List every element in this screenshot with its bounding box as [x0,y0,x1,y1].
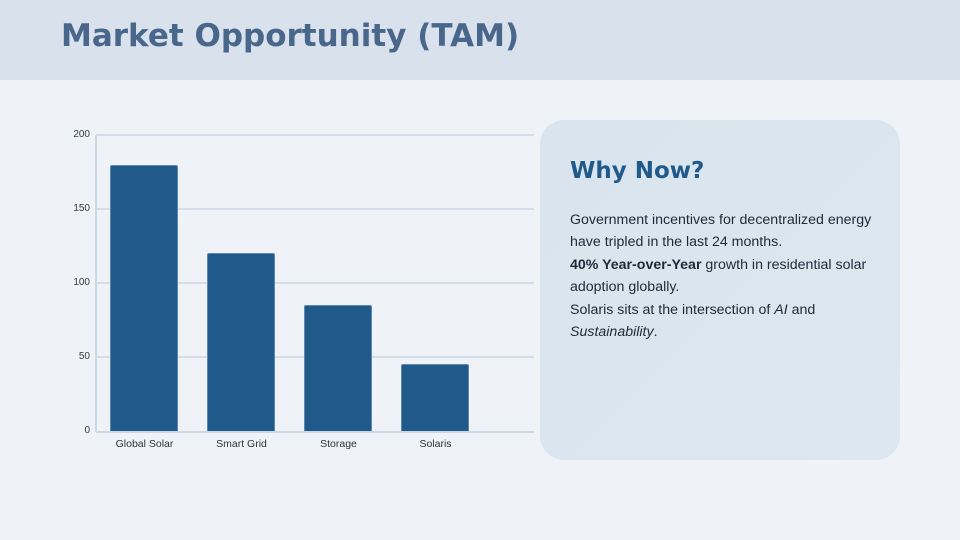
growth-text: 40% Year-over-Year growth in residential… [570,256,867,296]
intersection-text: Solaris sits at the intersection of AI a… [570,301,816,341]
x-label-global-solar: Global Solar [115,438,174,450]
gridline-100 [96,282,534,284]
growth-highlight: 40% Year-over-Year [570,256,702,273]
bar-smart-grid [207,253,275,431]
header-band: Market Opportunity (TAM) [0,0,960,80]
y-tick-100: 100 [73,277,90,288]
y-tick-200: 200 [73,129,90,140]
why-now-card: Why Now? Government incentives for decen… [540,120,900,460]
tam-bar-chart: 200 150 100 50 0 Global Solar Smart Grid… [50,120,534,460]
bar-storage [304,305,372,431]
page-title: Market Opportunity (TAM) [61,18,520,54]
x-label-storage: Storage [320,438,357,450]
gridline-200 [96,134,534,136]
gridline-150 [96,208,534,210]
bar-global-solar [110,165,178,431]
x-label-smart-grid: Smart Grid [216,438,267,450]
y-tick-50: 50 [78,351,90,362]
x-label-solaris: Solaris [419,438,452,450]
bar-solaris [401,364,469,431]
x-axis [96,431,534,433]
incentives-text: Government incentives for decentralized … [570,212,872,251]
card-heading: Why Now? [570,158,705,184]
card-body: Government incentives for decentralized … [570,209,880,343]
sustainability-emphasis: Sustainability [570,324,654,341]
y-tick-0: 0 [84,425,90,436]
y-tick-150: 150 [73,203,90,214]
ai-emphasis: AI [774,301,788,318]
y-axis [95,135,97,432]
